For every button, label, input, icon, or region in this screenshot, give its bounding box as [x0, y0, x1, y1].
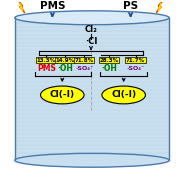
Text: ·Cl: ·Cl	[85, 37, 97, 46]
Polygon shape	[156, 1, 162, 13]
Bar	[15, 18, 169, 160]
Text: Cl₂: Cl₂	[85, 25, 97, 34]
Text: Cl(-I): Cl(-I)	[111, 91, 136, 99]
Text: 28.3%: 28.3%	[99, 58, 118, 63]
Polygon shape	[20, 3, 23, 11]
Ellipse shape	[15, 11, 169, 25]
Text: ·OH: ·OH	[101, 64, 117, 73]
Ellipse shape	[15, 153, 169, 167]
Text: ·SO₄⁻: ·SO₄⁻	[126, 66, 145, 71]
Polygon shape	[19, 1, 25, 13]
Ellipse shape	[41, 86, 84, 104]
Text: 71.7%: 71.7%	[126, 58, 145, 63]
Text: 71.8%: 71.8%	[74, 58, 94, 63]
Text: 13.3%: 13.3%	[37, 58, 56, 63]
Text: PMS: PMS	[40, 1, 65, 11]
Text: Cl(-I): Cl(-I)	[50, 91, 75, 99]
Polygon shape	[158, 3, 161, 11]
Text: 14.9%: 14.9%	[56, 58, 75, 63]
Text: PMS: PMS	[37, 64, 56, 73]
Text: PS: PS	[123, 1, 138, 11]
Text: ·SO₄⁻: ·SO₄⁻	[75, 66, 93, 71]
Ellipse shape	[102, 86, 145, 104]
Text: ·OH: ·OH	[57, 64, 73, 73]
